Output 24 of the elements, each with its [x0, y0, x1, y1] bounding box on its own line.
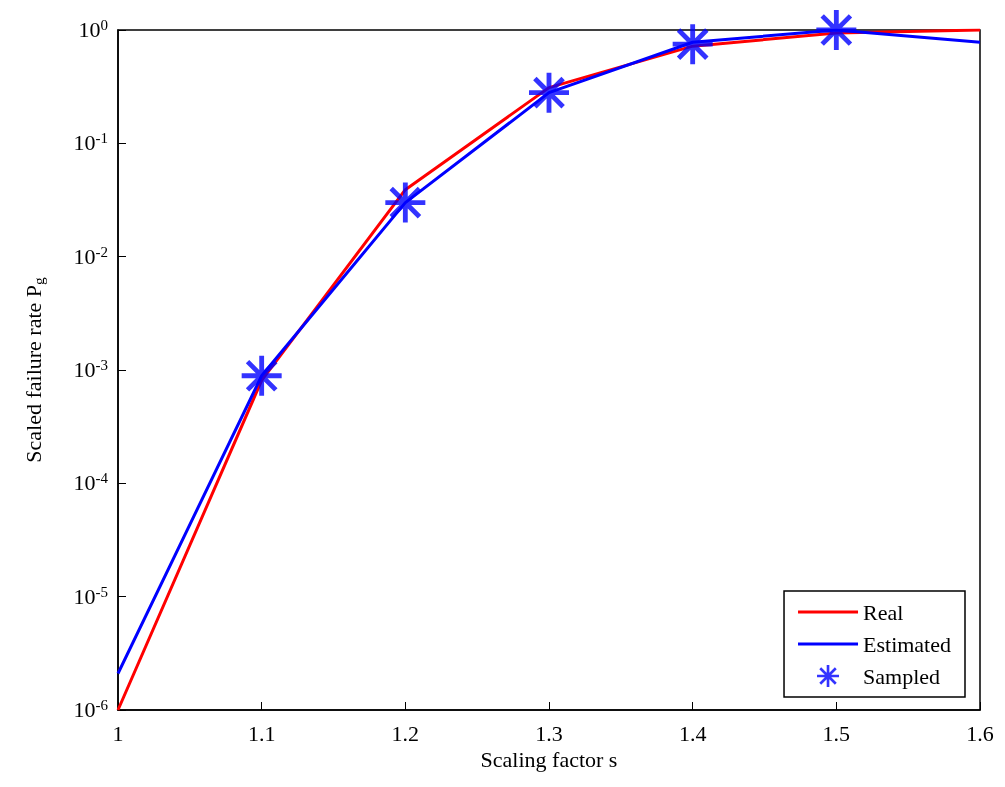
x-tick-label: 1.3 [535, 720, 563, 746]
x-axis-title: Scaling factor s [480, 747, 618, 773]
y-axis-title: Scaled failure rate Pg [20, 276, 47, 463]
y-tick-label: 10$^{-6}$ [73, 697, 108, 722]
x-tick-label: 1.5 [822, 720, 851, 746]
y-tick-label: 10$^{-5}$ [73, 583, 108, 609]
point [241, 355, 282, 396]
legend-label: Real [863, 599, 904, 625]
x-tick-label: 1 [112, 720, 124, 746]
point [385, 182, 426, 223]
x-tick-label: 1.4 [678, 720, 707, 746]
y-tick-label: 10$^{-2}$ [73, 243, 108, 269]
y-tick-label: 10$^{-4}$ [73, 470, 108, 496]
point [672, 24, 713, 65]
x-tick-label: 1.2 [391, 720, 420, 746]
point [529, 72, 569, 113]
x-tick-label: 1.1 [247, 720, 276, 746]
legend-label: Estimated [863, 631, 952, 657]
y-tick-label: 10$^{0}$ [78, 17, 108, 42]
point [816, 10, 857, 50]
y-tick-label: 10$^{-3}$ [73, 357, 108, 382]
y-tick-label: 10$^{-1}$ [73, 130, 108, 156]
legend-label: Sampled [863, 663, 941, 689]
x-tick-label: 1.6 [966, 720, 994, 746]
